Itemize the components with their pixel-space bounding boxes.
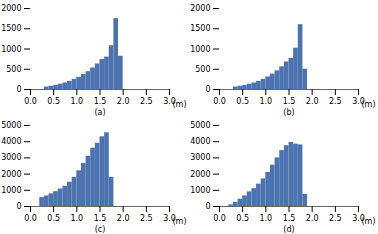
svg-text:0: 0 (16, 202, 21, 211)
svg-text:0: 0 (205, 85, 210, 94)
svg-text:4000: 4000 (1, 137, 21, 146)
svg-text:2000: 2000 (1, 4, 21, 13)
svg-text:(m): (m) (173, 100, 187, 109)
svg-text:1.5: 1.5 (283, 97, 296, 106)
svg-text:3.0: 3.0 (163, 214, 176, 224)
svg-text:0.5: 0.5 (47, 97, 60, 106)
svg-text:5000: 5000 (1, 121, 21, 130)
svg-text:5000: 5000 (190, 121, 210, 130)
svg-text:1.0: 1.0 (70, 214, 83, 223)
svg-text:(c): (c) (95, 225, 106, 234)
svg-text:1000: 1000 (1, 45, 21, 54)
svg-text:0: 0 (205, 202, 210, 211)
svg-text:(b): (b) (283, 108, 294, 117)
svg-text:0.5: 0.5 (47, 214, 60, 223)
svg-text:1.5: 1.5 (94, 97, 107, 106)
svg-text:1.5: 1.5 (94, 214, 107, 223)
svg-text:3000: 3000 (190, 153, 210, 162)
svg-text:1500: 1500 (190, 24, 210, 33)
svg-text:0.0: 0.0 (213, 97, 226, 106)
svg-text:(d): (d) (283, 225, 294, 234)
svg-text:1000: 1000 (190, 186, 210, 195)
svg-text:(m): (m) (362, 100, 376, 109)
svg-text:1000: 1000 (1, 186, 21, 195)
svg-text:3000: 3000 (1, 153, 21, 162)
svg-text:1000: 1000 (190, 45, 210, 54)
svg-text:0.5: 0.5 (236, 97, 249, 106)
svg-text:2.5: 2.5 (140, 97, 153, 106)
svg-text:1.0: 1.0 (70, 97, 83, 106)
svg-text:1.0: 1.0 (259, 97, 272, 106)
svg-text:500: 500 (6, 65, 21, 74)
svg-text:2000: 2000 (190, 170, 210, 179)
svg-text:0.0: 0.0 (24, 97, 37, 106)
svg-text:3.0: 3.0 (163, 97, 176, 107)
svg-text:2.0: 2.0 (117, 97, 130, 106)
svg-text:(m): (m) (173, 217, 187, 226)
svg-text:2.5: 2.5 (329, 214, 342, 223)
svg-text:1.5: 1.5 (283, 214, 296, 223)
svg-text:2000: 2000 (1, 170, 21, 179)
svg-text:2.0: 2.0 (117, 214, 130, 223)
svg-text:2.0: 2.0 (306, 214, 319, 223)
svg-text:1.0: 1.0 (259, 214, 272, 223)
svg-text:0.0: 0.0 (213, 214, 226, 223)
svg-text:0.5: 0.5 (236, 214, 249, 223)
svg-text:500: 500 (195, 65, 210, 74)
svg-text:2.5: 2.5 (329, 97, 342, 106)
svg-text:(a): (a) (94, 108, 105, 117)
svg-text:2.5: 2.5 (140, 214, 153, 223)
svg-text:2.0: 2.0 (306, 97, 319, 106)
svg-text:0: 0 (16, 85, 21, 94)
svg-text:(m): (m) (362, 217, 376, 226)
svg-text:2000: 2000 (190, 4, 210, 13)
svg-text:3.0: 3.0 (352, 97, 365, 107)
svg-text:4000: 4000 (190, 137, 210, 146)
svg-text:3.0: 3.0 (352, 214, 365, 224)
svg-text:1500: 1500 (1, 24, 21, 33)
svg-text:0.0: 0.0 (24, 214, 37, 223)
